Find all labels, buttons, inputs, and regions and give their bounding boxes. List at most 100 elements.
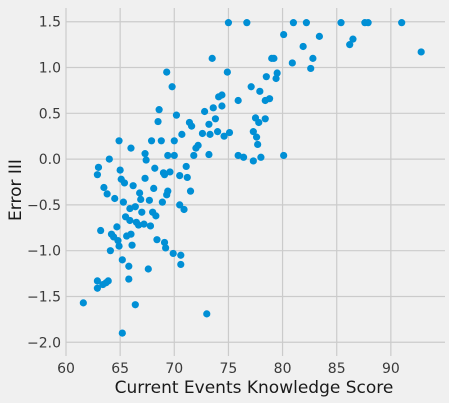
data-point	[111, 195, 118, 202]
data-point	[130, 182, 137, 189]
x-tick-label: 85	[328, 361, 346, 377]
data-point	[97, 227, 104, 234]
y-tick-label: −1.5	[27, 289, 61, 305]
x-tick-label: 75	[220, 361, 238, 377]
data-point	[128, 242, 135, 249]
data-point	[106, 156, 113, 163]
data-point	[143, 156, 150, 163]
data-point	[105, 277, 112, 284]
data-point	[205, 151, 212, 158]
data-point	[141, 150, 148, 157]
data-point	[113, 223, 120, 230]
data-point	[138, 209, 145, 216]
data-point	[337, 19, 344, 26]
data-point	[274, 69, 281, 76]
data-point	[257, 154, 264, 161]
data-point	[349, 36, 356, 43]
data-point	[156, 106, 163, 113]
data-point	[145, 265, 152, 272]
data-point	[280, 31, 287, 38]
data-point	[119, 256, 126, 263]
data-point	[171, 152, 178, 159]
data-point	[240, 154, 247, 161]
data-point	[158, 137, 165, 144]
data-point	[280, 152, 287, 159]
x-tick-label: 90	[382, 361, 400, 377]
data-point	[104, 190, 111, 197]
data-point	[212, 115, 219, 122]
y-axis-title: Error III	[6, 159, 26, 221]
data-point	[190, 152, 197, 159]
data-point	[289, 59, 296, 66]
x-tick-label: 65	[111, 361, 129, 377]
data-point	[151, 165, 158, 172]
data-point	[255, 119, 262, 126]
data-point	[206, 131, 213, 138]
data-point	[117, 166, 124, 173]
data-point	[187, 188, 194, 195]
data-point	[107, 247, 114, 254]
data-point	[248, 83, 255, 90]
data-point	[365, 19, 372, 26]
data-point	[140, 221, 147, 228]
data-point	[119, 330, 126, 337]
data-point	[132, 301, 139, 308]
data-point	[263, 73, 270, 80]
data-point	[226, 129, 233, 136]
data-point	[184, 174, 191, 181]
data-point	[256, 88, 263, 95]
data-point	[100, 184, 107, 191]
data-point	[127, 145, 134, 152]
data-point	[195, 142, 202, 149]
y-tick-label: 0.0	[39, 152, 61, 168]
y-tick-label: −0.5	[27, 198, 61, 214]
data-point	[170, 250, 177, 257]
data-point	[164, 188, 171, 195]
x-tick-label: 70	[165, 361, 183, 377]
data-point	[250, 157, 257, 164]
data-point	[418, 48, 425, 55]
data-point	[147, 222, 154, 229]
data-point	[203, 310, 210, 317]
data-point	[253, 134, 260, 141]
data-point	[262, 115, 269, 122]
data-point	[163, 69, 170, 76]
y-tick-label: 1.0	[39, 61, 61, 77]
data-point	[121, 179, 128, 186]
x-tick-label: 80	[274, 361, 292, 377]
data-point	[95, 164, 102, 171]
data-point	[398, 19, 405, 26]
data-point	[218, 102, 225, 109]
data-point	[164, 152, 171, 159]
data-point	[159, 199, 166, 206]
data-point	[166, 168, 173, 175]
y-tick-label: 1.5	[39, 15, 61, 31]
data-point	[177, 252, 184, 259]
data-point	[210, 104, 217, 111]
data-point	[169, 83, 176, 90]
data-point	[137, 196, 144, 203]
y-tick-label: 0.5	[39, 106, 61, 122]
data-point	[120, 199, 127, 206]
data-point	[183, 163, 190, 170]
data-point	[162, 244, 169, 251]
y-tick-label: −1.0	[27, 244, 61, 260]
data-point	[209, 55, 216, 62]
data-point	[309, 55, 316, 62]
data-point	[153, 236, 160, 243]
data-point	[126, 217, 133, 224]
data-point	[125, 275, 132, 282]
x-axis-title: Current Events Knowledge Score	[115, 378, 394, 398]
data-point	[300, 43, 307, 50]
data-point	[224, 69, 231, 76]
data-point	[218, 91, 225, 98]
data-point	[146, 197, 153, 204]
data-point	[235, 97, 242, 104]
data-point	[199, 130, 206, 137]
data-point	[177, 261, 184, 268]
data-point	[127, 231, 134, 238]
data-point	[214, 128, 221, 135]
x-tick-label: 60	[57, 361, 75, 377]
data-point	[188, 123, 195, 130]
data-point	[152, 212, 159, 219]
